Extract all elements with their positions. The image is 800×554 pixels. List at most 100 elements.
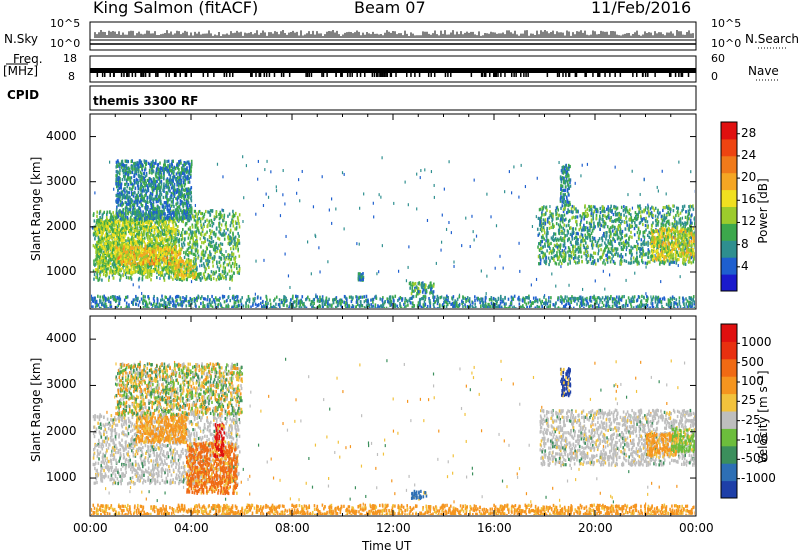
power-cell: [150, 261, 153, 266]
power-cell: [238, 241, 241, 245]
power-cell: [135, 196, 138, 201]
power-cell: [207, 254, 210, 259]
power-cell: [150, 250, 152, 254]
power-cell: [151, 220, 153, 224]
power-speckle: [275, 185, 277, 189]
power-cell: [176, 183, 178, 187]
power-cell: [185, 200, 188, 204]
power-cell: [182, 220, 185, 224]
power-cell: [180, 268, 182, 273]
power-cell: [218, 276, 220, 281]
power-cell: [209, 209, 212, 213]
power-cell: [104, 259, 106, 263]
power-cell: [113, 235, 116, 239]
power-speckle: [255, 259, 257, 263]
power-cell: [166, 179, 168, 184]
power-cell: [139, 162, 142, 166]
power-cell: [130, 248, 132, 252]
power-speckle: [469, 245, 471, 249]
power-cell: [136, 166, 139, 170]
power-cell: [173, 247, 175, 251]
power-cell: [142, 188, 144, 192]
power-cell: [139, 224, 141, 228]
power-cell: [98, 237, 101, 242]
power-cell: [115, 223, 117, 227]
freq-unit: [MHz]: [3, 64, 39, 78]
power-cell: [110, 233, 113, 237]
power-cell: [139, 271, 142, 275]
power-cell: [166, 267, 169, 271]
power-cell: [157, 171, 159, 176]
power-cell: [199, 237, 202, 241]
power-cell: [122, 265, 124, 270]
power-cell: [100, 225, 103, 230]
power-cell: [238, 271, 241, 275]
power-speckle: [518, 241, 520, 245]
power-cell: [238, 254, 241, 258]
power-cell: [145, 171, 148, 176]
power-cell: [170, 204, 173, 208]
power-cell: [203, 212, 206, 216]
power-cell: [187, 264, 190, 268]
power-cell: [164, 195, 167, 199]
power-cell: [126, 166, 129, 171]
power-cell: [121, 257, 124, 261]
power-cell: [119, 258, 121, 262]
power-cell: [143, 181, 145, 185]
power-cell: [124, 174, 126, 178]
power-cell: [176, 205, 179, 209]
power-cell: [232, 215, 235, 219]
power-cell: [157, 210, 159, 214]
power-cell: [153, 215, 155, 219]
power-cell: [187, 170, 190, 174]
power-cell: [229, 239, 232, 243]
power-speckle: [216, 162, 219, 166]
power-cell: [193, 215, 195, 219]
power-cell: [173, 182, 176, 186]
power-cell: [147, 188, 150, 193]
power-cell: [230, 269, 233, 273]
power-cell: [126, 250, 128, 254]
power-speckle: [266, 159, 268, 163]
power-cell: [188, 251, 190, 255]
power-cell: [146, 264, 149, 268]
nave-tick: [321, 73, 323, 77]
power-cell: [178, 243, 181, 247]
power-cell: [206, 256, 209, 261]
power-speckle: [194, 203, 196, 207]
power-cell: [139, 227, 142, 231]
power-cell: [190, 267, 192, 272]
power-speckle: [275, 189, 278, 193]
power-speckle: [502, 266, 504, 270]
power-cell: [153, 209, 155, 214]
power-cell: [129, 208, 131, 212]
power-cell: [184, 223, 187, 227]
power-cell: [205, 262, 208, 266]
power-cell: [156, 175, 158, 179]
power-cell: [180, 263, 182, 267]
power-speckle: [318, 246, 320, 250]
power-cell: [197, 254, 200, 258]
power-cell: [161, 175, 163, 179]
nave-tick: [495, 73, 497, 77]
power-cell: [225, 224, 228, 228]
power-cell: [146, 227, 148, 231]
power-cell: [120, 227, 123, 231]
power-cell: [116, 250, 119, 254]
power-cell: [139, 183, 142, 187]
power-cell: [161, 226, 164, 230]
power-cell: [178, 260, 181, 264]
power-cell: [110, 258, 113, 262]
power-cell: [150, 203, 153, 208]
power-cell: [176, 201, 179, 205]
power-cell: [164, 167, 167, 171]
power-cell: [118, 163, 121, 167]
power-cell: [133, 211, 135, 215]
power-cell: [169, 169, 172, 173]
power-cell: [183, 261, 185, 266]
power-cell: [110, 244, 112, 248]
power-cell: [121, 168, 124, 173]
power-speckle: [127, 207, 129, 211]
power-cell: [144, 188, 147, 192]
power-cell: [168, 186, 171, 190]
